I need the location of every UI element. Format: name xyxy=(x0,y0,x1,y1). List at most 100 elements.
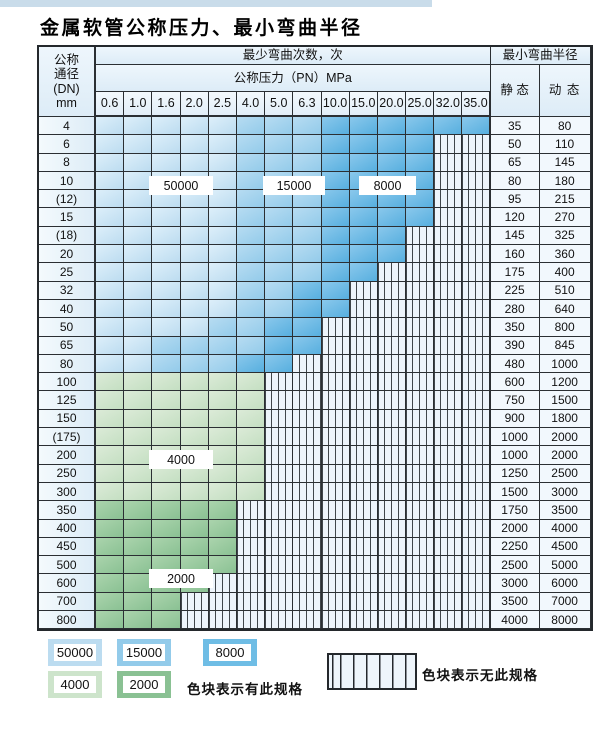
spec-cell xyxy=(124,556,153,575)
spec-cell xyxy=(208,336,237,355)
spec-cell xyxy=(377,446,407,465)
spec-cell xyxy=(462,171,491,191)
spec-cell xyxy=(406,501,435,520)
spec-cell xyxy=(377,464,407,483)
label-4000: 4000 xyxy=(149,450,213,469)
spec-cell xyxy=(434,519,463,538)
static-radius-value: 350 xyxy=(490,318,540,337)
spec-cell xyxy=(124,373,153,392)
spec-cell xyxy=(96,592,125,612)
spec-cell xyxy=(293,409,322,429)
spec-cell xyxy=(349,226,378,246)
spec-cell xyxy=(321,574,350,593)
spec-cell xyxy=(321,245,350,264)
pressure-col-header: 2.0 xyxy=(180,92,209,117)
spec-cell xyxy=(124,391,153,410)
spec-cell xyxy=(462,611,491,630)
spec-cell xyxy=(96,519,125,538)
dn-label: 50 xyxy=(39,318,96,337)
spec-cell xyxy=(406,153,435,172)
spec-cell xyxy=(180,482,209,502)
legend-swatch-2000: 2000 xyxy=(117,671,171,698)
spec-cell xyxy=(406,318,435,337)
spec-cell xyxy=(208,281,237,300)
static-radius-value: 280 xyxy=(490,299,540,319)
spec-cell xyxy=(321,391,350,410)
spec-cell xyxy=(377,391,407,410)
spec-cell xyxy=(96,409,125,429)
spec-cell xyxy=(434,153,463,172)
spec-cell xyxy=(377,318,407,337)
spec-cell xyxy=(152,482,181,502)
dynamic-radius-value: 215 xyxy=(539,190,591,209)
dn-label: (12) xyxy=(39,190,96,209)
spec-table: 公称 通径 (DN) mm 最少弯曲次数，次 最小弯曲半径 公称压力（PN）MP… xyxy=(37,45,593,632)
dynamic-radius-value: 1200 xyxy=(539,373,591,392)
spec-cell xyxy=(180,354,209,374)
spec-cell xyxy=(377,373,407,392)
spec-cell xyxy=(377,117,407,136)
dynamic-radius-value: 400 xyxy=(539,263,591,282)
static-radius-value: 1000 xyxy=(490,428,540,447)
spec-cell xyxy=(293,592,322,612)
spec-cell xyxy=(377,409,407,429)
dynamic-radius-value: 640 xyxy=(539,299,591,319)
spec-cell xyxy=(124,482,153,502)
spec-cell xyxy=(377,153,407,172)
pressure-col-header: 25.0 xyxy=(406,92,435,117)
spec-cell xyxy=(462,117,491,136)
spec-cell xyxy=(180,153,209,172)
spec-cell xyxy=(152,391,181,410)
spec-cell xyxy=(236,226,266,246)
spec-cell xyxy=(406,117,435,136)
dn-label: 500 xyxy=(39,556,96,575)
spec-cell xyxy=(124,428,153,447)
spec-cell xyxy=(406,263,435,282)
spec-cell xyxy=(236,464,266,483)
spec-cell xyxy=(406,391,435,410)
dn-label: 10 xyxy=(39,171,96,191)
spec-cell xyxy=(434,226,463,246)
spec-cell xyxy=(236,501,266,520)
spec-cell xyxy=(349,281,378,300)
spec-cell xyxy=(236,135,266,154)
spec-cell xyxy=(208,501,237,520)
legend-swatch-4000: 4000 xyxy=(48,671,102,698)
spec-cell xyxy=(293,336,322,355)
spec-cell xyxy=(462,574,491,593)
page-title: 金属软管公称压力、最小弯曲半径 xyxy=(40,17,363,39)
spec-cell xyxy=(406,336,435,355)
min-bend-radius-header: 最小弯曲半径 xyxy=(490,47,591,65)
spec-cell xyxy=(96,446,125,465)
spec-cell xyxy=(208,208,237,227)
spec-cell xyxy=(180,226,209,246)
dn-label: 600 xyxy=(39,574,96,593)
spec-cell xyxy=(208,574,237,593)
spec-cell xyxy=(293,117,322,136)
dn-label: 125 xyxy=(39,391,96,410)
spec-cell xyxy=(265,135,294,154)
spec-cell xyxy=(321,263,350,282)
spec-cell xyxy=(96,208,125,227)
static-radius-value: 2000 xyxy=(490,519,540,538)
spec-cell xyxy=(349,556,378,575)
spec-cell xyxy=(236,245,266,264)
spec-cell xyxy=(124,336,153,355)
spec-cell xyxy=(434,592,463,612)
spec-cell xyxy=(349,482,378,502)
spec-cell xyxy=(265,354,294,374)
static-radius-value: 3000 xyxy=(490,574,540,593)
static-radius-value: 225 xyxy=(490,281,540,300)
legend-value-50000: 50000 xyxy=(54,644,96,661)
spec-cell xyxy=(293,556,322,575)
dynamic-column-header: 动 态 xyxy=(539,65,591,117)
dynamic-radius-value: 2000 xyxy=(539,428,591,447)
spec-cell xyxy=(321,354,350,374)
spec-cell xyxy=(349,373,378,392)
spec-cell xyxy=(208,519,237,538)
pressure-col-header: 15.0 xyxy=(349,92,378,117)
spec-cell xyxy=(236,556,266,575)
spec-cell xyxy=(406,464,435,483)
pressure-col-header: 1.0 xyxy=(124,92,153,117)
spec-cell xyxy=(434,482,463,502)
